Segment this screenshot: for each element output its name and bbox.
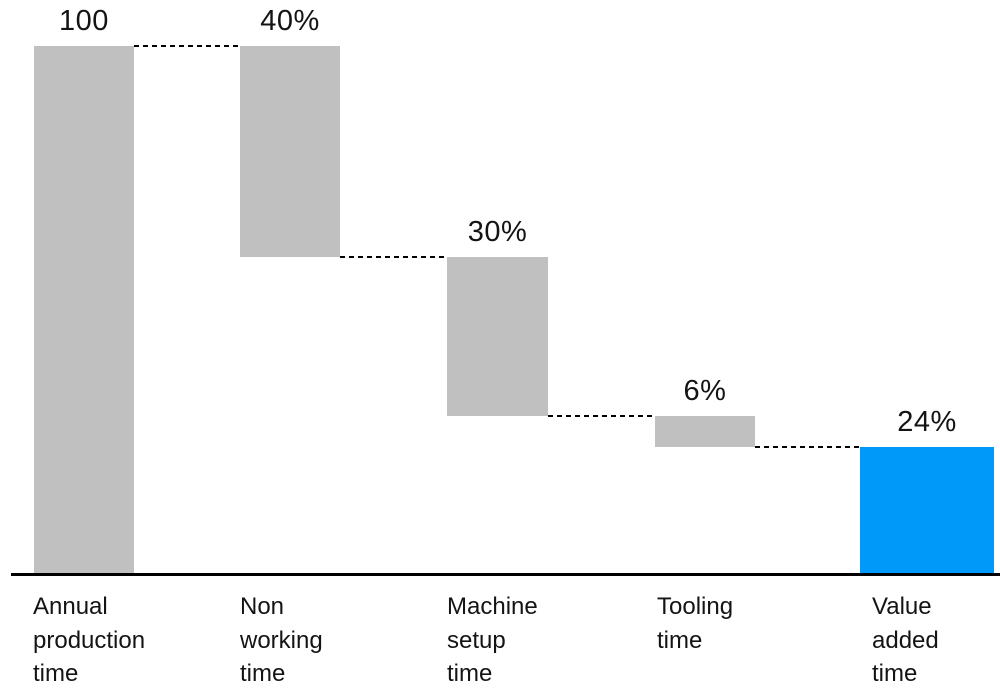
value-label-non-working-time: 40% (260, 5, 320, 37)
connector-line-4 (755, 446, 860, 449)
value-label-machine-setup-time: 30% (467, 216, 528, 249)
category-label-value-added-time: Value added time (872, 593, 939, 687)
connector-line-1 (134, 45, 240, 47)
category-label-machine-setup-time: Machine setup time (447, 593, 538, 687)
category-label-annual-production-time: Annual production time (33, 593, 146, 687)
value-label-annual-production-time: 100 (59, 5, 109, 37)
bar-tooling-time (655, 415, 755, 448)
bar-machine-setup-time (447, 257, 548, 416)
category-label-tooling-time: Tooling time (657, 593, 734, 654)
connector-line-2 (340, 256, 447, 259)
bar-annual-production-time (34, 46, 134, 574)
category-label-non-working-time: Non working time (240, 593, 323, 687)
bar-non-working-time (240, 46, 340, 258)
bar-value-added-time (860, 447, 994, 574)
x-axis-line (11, 573, 1000, 576)
connector-line-3 (548, 414, 655, 417)
value-label-value-added-time: 24% (897, 406, 957, 439)
value-label-tooling-time: 6% (683, 374, 727, 407)
